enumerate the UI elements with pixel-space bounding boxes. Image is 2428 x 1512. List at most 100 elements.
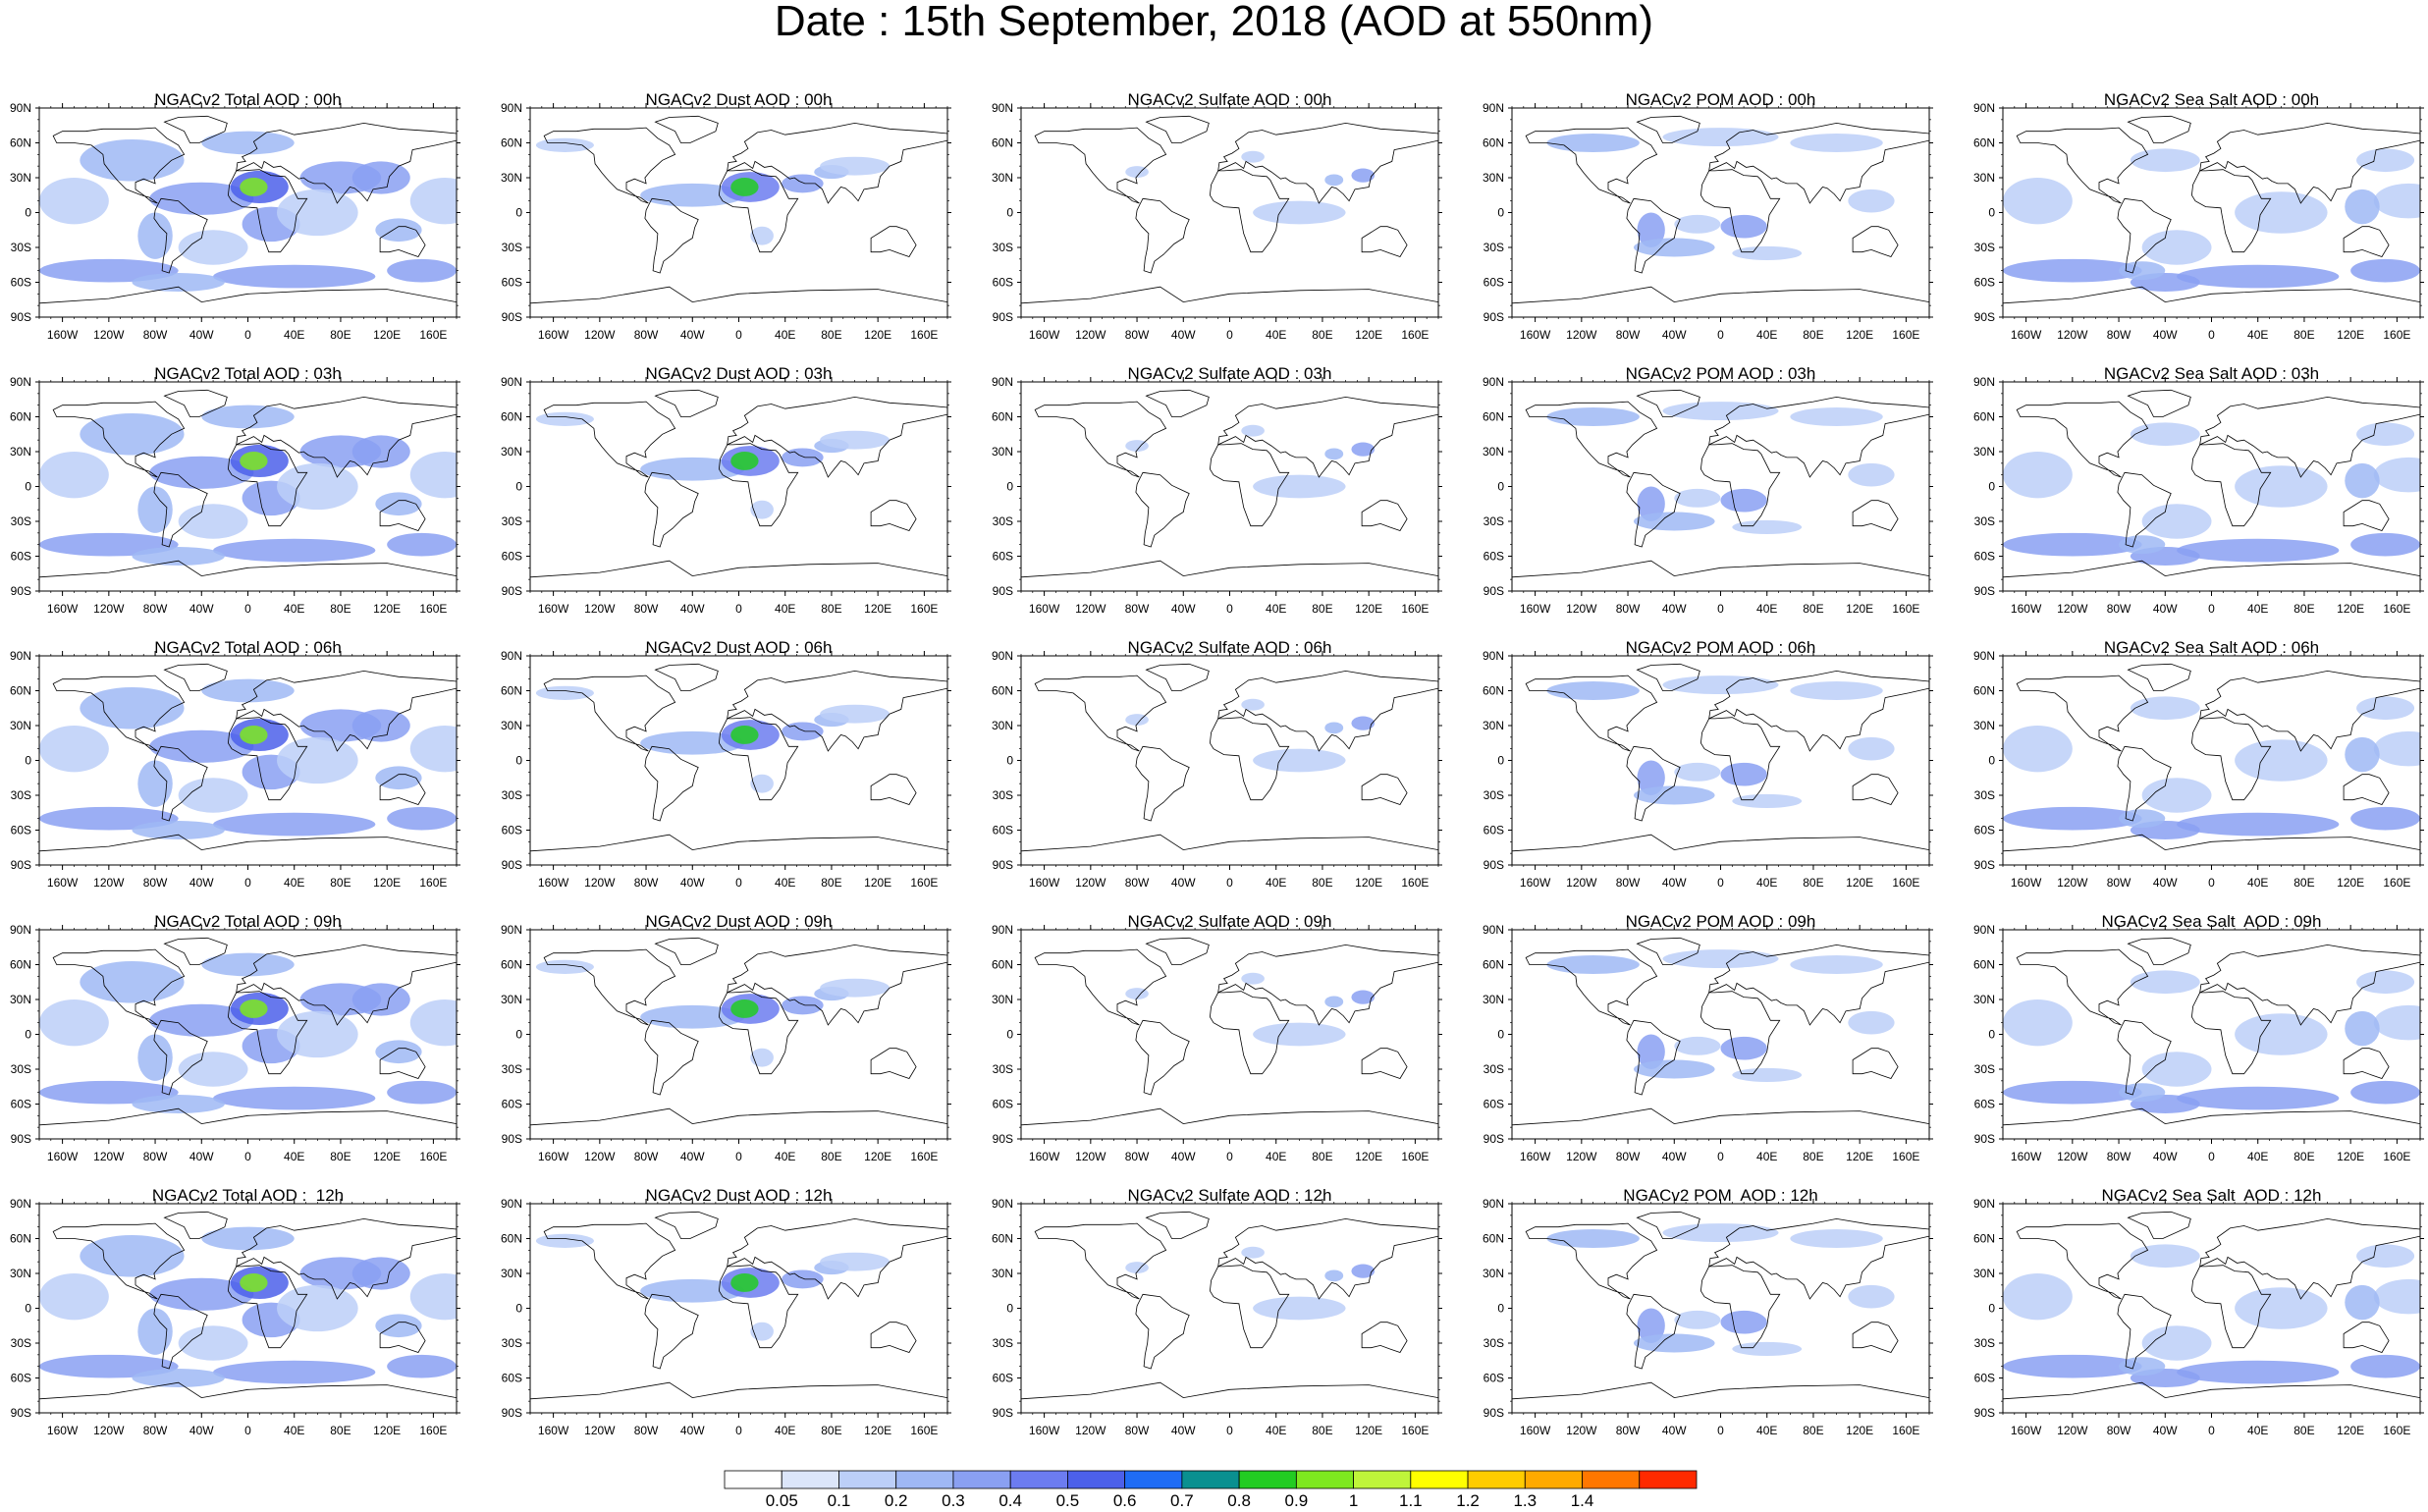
aod-plume [213, 264, 376, 289]
lon-label: 80E [2293, 876, 2314, 890]
coastline [530, 1107, 947, 1139]
map-panel-total: NGACv2 Total AOD : 03h 90N 60N 30N 0 30S 60S 90… [0, 364, 491, 629]
aod-plume [375, 492, 422, 516]
lon-label: 160E [2383, 328, 2410, 342]
coastline [1708, 396, 1929, 478]
coastline [2190, 991, 2272, 1075]
aod-plume [1790, 1229, 1883, 1248]
lon-label: 160E [910, 328, 938, 342]
lat-label: 30N [10, 171, 31, 185]
aod-plume [2119, 261, 2166, 281]
aod-plume [2350, 258, 2420, 283]
aod-plume [535, 137, 594, 152]
aod-plume [2177, 1360, 2340, 1384]
lon-label: 0 [1226, 602, 1233, 616]
map-panel-total: NGACv2 Total AOD : 09h 90N 60N 30N 0 30S 60S 90… [0, 912, 491, 1177]
map-panel-dust: NGACv2 Dust AOD : 09h 90N 60N 30N 0 30S 60S 90S… [491, 912, 982, 1177]
coastline [1021, 834, 1438, 865]
coastline [530, 560, 947, 591]
lon-label: 160W [2011, 1424, 2042, 1437]
aod-plume [375, 1314, 422, 1338]
lon-label: 120W [93, 602, 125, 616]
lat-label: 30S [1974, 514, 1995, 528]
lon-label: 40E [1266, 328, 1286, 342]
lat-label: 90S [1484, 858, 1504, 872]
lat-label: 90S [1484, 1132, 1504, 1146]
aod-plume [730, 178, 759, 196]
aod-plume [782, 1269, 824, 1289]
aod-plume [782, 448, 824, 467]
aod-plume [1848, 189, 1895, 213]
coastline [2199, 1217, 2420, 1300]
coastline [1209, 169, 1290, 253]
lat-label: 90S [1484, 1406, 1504, 1420]
lon-label: 120W [1075, 602, 1106, 616]
coastline [1700, 991, 1781, 1075]
lon-label: 160W [1520, 876, 1551, 890]
lon-label: 160W [1029, 602, 1060, 616]
aod-plume [1351, 990, 1376, 1004]
lat-label: 0 [515, 1028, 522, 1042]
lat-label: 0 [1006, 754, 1013, 768]
aod-plume [1674, 1310, 1721, 1329]
aod-plume [2345, 1010, 2380, 1047]
colorbar-label: 0.7 [1170, 1491, 1194, 1509]
aod-plume [1351, 716, 1376, 730]
lon-label: 80W [2107, 1150, 2131, 1163]
coastline [236, 1217, 457, 1300]
lon-label: 80E [821, 1424, 841, 1437]
lat-label: 60N [1973, 136, 1995, 150]
lat-label: 90S [502, 1132, 522, 1146]
coastline [153, 1019, 208, 1096]
lat-label: 90S [1484, 584, 1504, 598]
lat-label: 60N [1973, 958, 1995, 972]
coastline [379, 1048, 426, 1079]
aod-plume [409, 999, 457, 1047]
lon-label: 160W [47, 328, 79, 342]
aod-plume [1720, 214, 1767, 239]
lat-label: 90N [10, 1197, 31, 1211]
aod-plume [1732, 245, 1803, 261]
aod-plume [201, 952, 295, 977]
coastline [1525, 675, 1658, 752]
coastline [1145, 937, 1210, 965]
coastline [1034, 401, 1167, 478]
map-panel-seasalt: NGACv2 Sea Salt AOD : 12h 90N 60N 30N 0 30S 60… [1964, 1186, 2428, 1451]
lon-label: 80W [143, 328, 168, 342]
lat-label: 30S [1974, 1336, 1995, 1350]
world-map: 90N 60N 30N 0 30S 60S 90S 160W 120W 80W 40W 0 40E 80E… [10, 923, 460, 1163]
lat-label: 30S [11, 788, 31, 802]
world-map: 90N 60N 30N 0 30S 60S 90S 160W 120W 80W 40W 0 40E 80E… [1973, 923, 2424, 1163]
aod-plume [1662, 1223, 1779, 1243]
aod-plume [2003, 1080, 2142, 1105]
aod-plume [1125, 440, 1149, 452]
panel-title: NGACv2 POM AOD : 03h [1625, 364, 1816, 383]
lat-label: 30N [992, 1267, 1013, 1280]
map-panel-sulfate: NGACv2 Sulfate AOD : 06h 90N 60N 30N 0 30S 60S… [982, 638, 1473, 903]
lon-label: 40W [2153, 1150, 2178, 1163]
lat-label: 30N [501, 1267, 522, 1280]
coastline [2190, 1265, 2272, 1349]
lon-label: 0 [1226, 876, 1233, 890]
panel-title: NGACv2 Total AOD : 09h [154, 912, 342, 931]
panel-title: NGACv2 Total AOD : 03h [154, 364, 342, 383]
aod-plume [132, 273, 225, 292]
lon-label: 0 [735, 328, 742, 342]
coastline [654, 937, 719, 965]
lat-label: 90S [1974, 858, 1995, 872]
lat-label: 30S [1484, 788, 1504, 802]
lat-label: 30N [1483, 993, 1504, 1006]
map-panel-pom: NGACv2 POM AOD : 00h 90N 60N 30N 0 30S 60S 90S 1… [1473, 90, 1964, 355]
lon-label: 120W [1566, 1424, 1597, 1437]
aod-plume [2235, 1013, 2328, 1055]
lon-label: 80W [143, 602, 168, 616]
aod-plume [750, 1048, 774, 1067]
aod-plume [1662, 402, 1779, 421]
lat-label: 0 [1988, 1302, 1995, 1316]
aod-plume [1848, 736, 1895, 761]
map-background [1021, 656, 1438, 865]
aod-plume [2345, 736, 2380, 773]
aod-plume [1324, 996, 1344, 1008]
lon-label: 120E [2337, 1150, 2364, 1163]
aod-plume [1241, 1246, 1265, 1259]
